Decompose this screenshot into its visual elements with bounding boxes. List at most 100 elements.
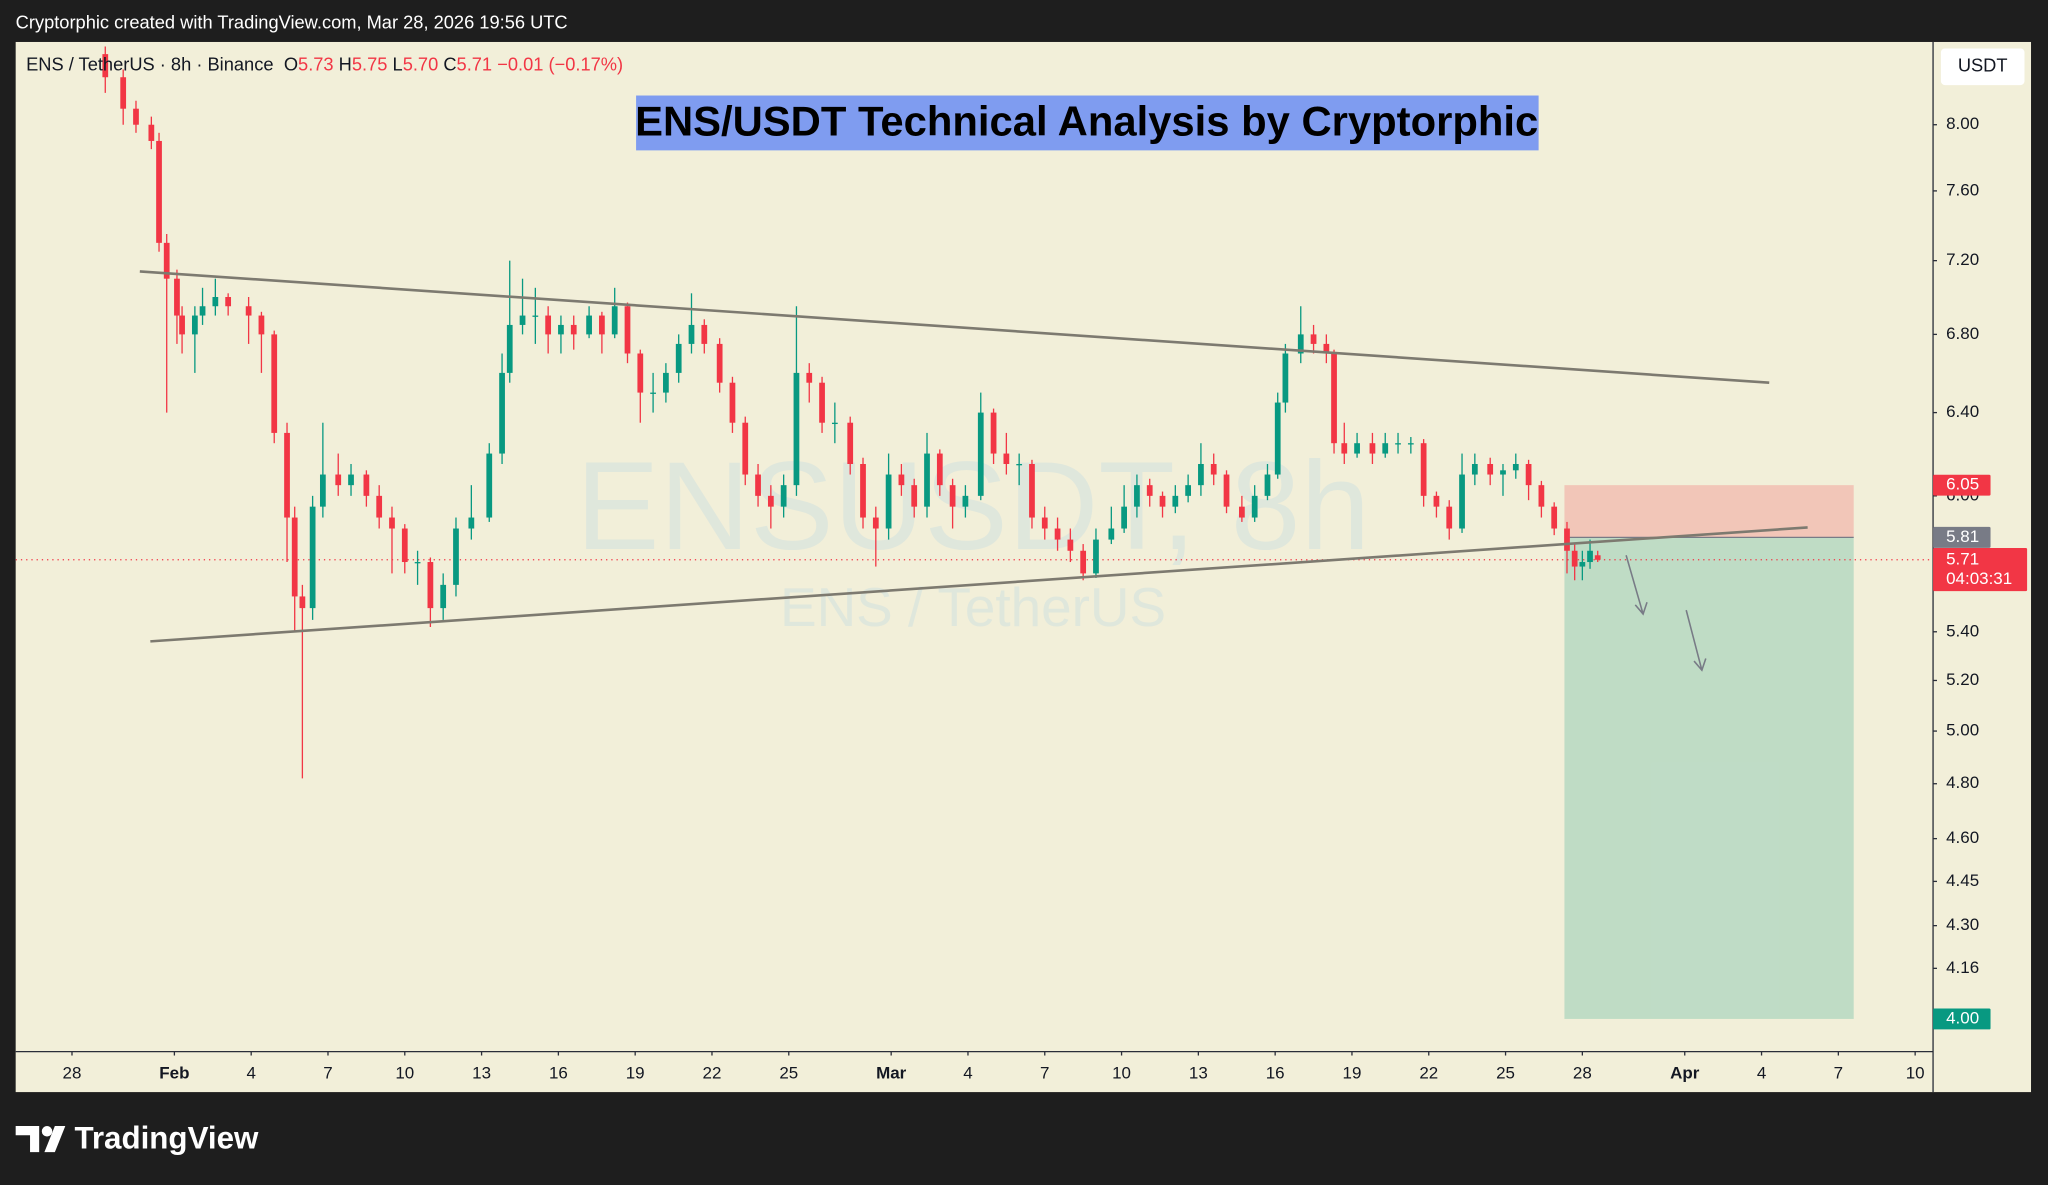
candle-body — [1459, 474, 1465, 529]
candle-body — [611, 306, 618, 335]
candle-body — [637, 353, 644, 393]
candle-body — [468, 517, 475, 529]
candle-body — [225, 296, 232, 307]
candle-body — [1354, 443, 1360, 454]
candle-body — [860, 464, 866, 518]
candle-body — [688, 324, 695, 344]
trendline — [150, 526, 1808, 643]
candle-body — [335, 474, 342, 486]
y-tick-label: 5.40 — [1946, 621, 1979, 640]
candle-body — [1251, 495, 1258, 518]
candle-body — [819, 382, 825, 423]
stop-label: 6.05 — [1946, 475, 1979, 494]
candle-body — [847, 422, 854, 465]
candle-body — [299, 596, 306, 609]
candle-body — [780, 485, 787, 507]
candle-body — [1571, 550, 1578, 567]
legend-value: 5.75 — [352, 53, 388, 74]
entry-badge — [1933, 526, 1991, 548]
arrow — [1625, 555, 1648, 616]
candle-body — [1016, 464, 1023, 466]
candle-body — [570, 324, 577, 335]
arrow — [1685, 609, 1707, 672]
x-tick-label: 4 — [246, 1063, 255, 1082]
x-tick-label: Mar — [876, 1063, 907, 1082]
x-tick-label: 22 — [703, 1063, 722, 1082]
x-tick-label: 7 — [1834, 1063, 1843, 1082]
currency-button[interactable] — [1940, 48, 2025, 86]
candle-body — [755, 474, 761, 496]
candle-body — [1041, 517, 1048, 529]
legend: ENS / TetherUS · 8h · Binance O5.73 H5.7… — [26, 53, 623, 74]
logo-mark — [15, 1126, 40, 1153]
x-tick-label: 19 — [626, 1063, 645, 1082]
candle-body — [1146, 485, 1153, 496]
candle-body — [1407, 443, 1414, 445]
legend-label: H — [339, 53, 352, 74]
y-tick-label: 4.30 — [1946, 915, 1979, 934]
candle-body — [767, 495, 774, 507]
candle-body — [793, 372, 800, 486]
candle-body — [990, 412, 997, 454]
candle-body — [742, 422, 749, 475]
x-tick-label: 22 — [1419, 1063, 1438, 1082]
candle-body — [1274, 402, 1281, 475]
logo-mark — [41, 1126, 53, 1137]
legend-change: −0.01 (−0.17%) — [497, 53, 623, 74]
candle-body — [1323, 343, 1330, 354]
x-tick-label: 16 — [1266, 1063, 1285, 1082]
candle-body — [212, 296, 219, 307]
candle-body — [1500, 470, 1506, 475]
candle-body — [1185, 485, 1191, 496]
candle-body — [1420, 443, 1427, 496]
x-tick-label: 28 — [1573, 1063, 1592, 1082]
x-tick-label: 13 — [472, 1063, 491, 1082]
candle-body — [1210, 464, 1217, 475]
candle-body — [1587, 550, 1593, 563]
y-tick-label: 5.00 — [1946, 721, 1979, 740]
legend-symbol: ENS / TetherUS · 8h · Binance — [26, 53, 273, 74]
arrows — [1625, 555, 1707, 672]
logo-mark — [44, 1126, 66, 1153]
x-tick-label: Apr — [1670, 1063, 1700, 1082]
plot-area — [15, 46, 1934, 1019]
candle-body — [1382, 443, 1389, 454]
candle-body — [133, 108, 139, 125]
currency-label[interactable]: USDT — [1958, 55, 2008, 76]
candle-body — [163, 242, 170, 279]
y-tick-label: 4.45 — [1946, 871, 1979, 890]
candle-body — [885, 474, 892, 529]
candle-body — [806, 372, 813, 383]
watermark: ENSUSDT, 8h — [576, 435, 1370, 576]
candle-body — [624, 306, 631, 354]
candle-body — [1594, 555, 1601, 560]
candle-body — [1080, 550, 1087, 574]
axes: 28 Feb 4 7 10 13 16 19 22 25 Mar 4 7 10 13 16 19 22 25 28 Ap… — [63, 114, 2028, 1082]
candle-body — [120, 77, 127, 109]
candle-body — [1172, 495, 1179, 507]
candle-body — [1198, 464, 1204, 486]
last-price-label: 5.71 — [1946, 549, 1979, 568]
candle-body — [414, 562, 421, 564]
candle-body — [1341, 443, 1348, 454]
candle-body — [1067, 539, 1074, 551]
candle-body — [309, 506, 316, 609]
candle-body — [962, 495, 969, 507]
candle-body — [363, 474, 370, 496]
y-tick-label: 4.60 — [1946, 828, 1979, 847]
y-tick-label: 8.00 — [1946, 114, 1979, 133]
x-tick-label: 4 — [963, 1063, 972, 1082]
candle-body — [271, 334, 278, 433]
candle-body — [1108, 528, 1115, 540]
candle-body — [586, 315, 592, 335]
candle-body — [1551, 506, 1558, 529]
x-tick-label: 25 — [779, 1063, 798, 1082]
candle-body — [949, 485, 956, 507]
legend-value: 5.73 — [298, 53, 334, 74]
candle-body — [401, 528, 408, 563]
brand-logo — [15, 1126, 66, 1153]
y-tick-label: 6.80 — [1946, 324, 1979, 343]
candle-body — [1446, 506, 1453, 529]
trendline — [139, 270, 1770, 385]
candle-body — [1093, 539, 1099, 574]
